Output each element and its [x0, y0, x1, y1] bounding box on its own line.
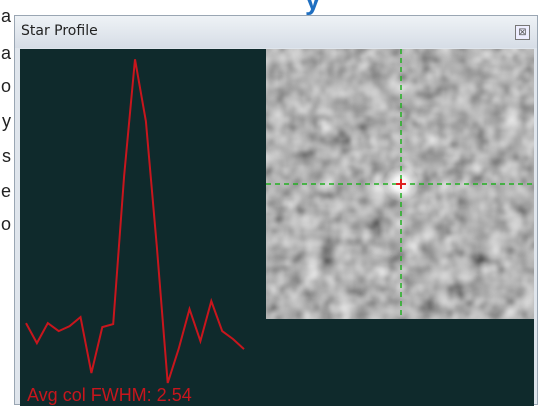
fwhm-label: Avg col FWHM: 2.54 [27, 385, 192, 405]
profile-pane: Avg col FWHM: 2.54 [20, 49, 534, 406]
side-letter: e [0, 181, 11, 202]
side-letter: s [0, 146, 11, 167]
title-bar: Star Profile ⊠ [15, 16, 537, 48]
side-letter: o [0, 214, 11, 235]
side-letter: o [0, 76, 11, 97]
star-profile-window: Star Profile ⊠ Avg col FWHM: 2.54 [14, 15, 538, 405]
side-letter: a [0, 43, 11, 64]
side-letter: a [0, 6, 11, 27]
heading-fragment: y [305, 0, 321, 16]
window-title: Star Profile [21, 23, 98, 39]
side-letter: y [0, 111, 11, 132]
close-button[interactable]: ⊠ [515, 25, 530, 40]
page: {"side_text": ["a", "a", "o", "y", "s", … [0, 0, 538, 405]
